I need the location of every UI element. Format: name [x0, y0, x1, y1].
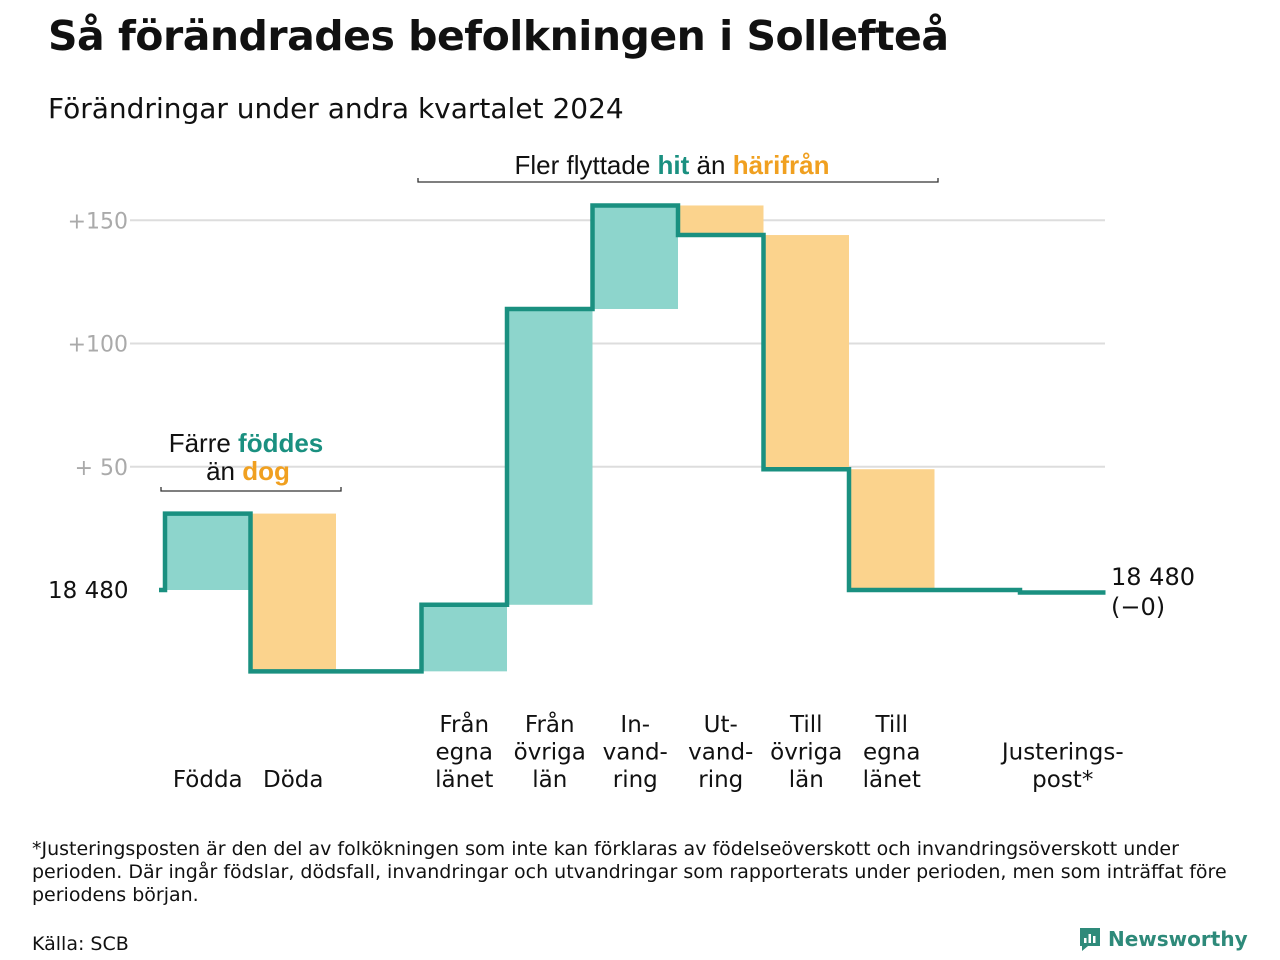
x-label-3-2: länet — [435, 767, 493, 793]
y-tick-label-2: +150 — [68, 209, 128, 234]
end-value-label-1: (−0) — [1111, 593, 1165, 621]
chart-subtitle: Förändringar under andra kvartalet 2024 — [48, 92, 624, 125]
chart-title: Så förändrades befolkningen i Sollefteå — [48, 12, 949, 60]
brand-name: Newsworthy — [1108, 927, 1248, 951]
y-tick-label-0: + 50 — [75, 456, 128, 481]
x-label-8-1: egna — [863, 740, 920, 766]
x-label-4-0: Från — [525, 710, 575, 738]
base-value-label: 18 480 — [48, 578, 128, 604]
x-label-8-0: Till — [874, 712, 908, 738]
moves-annotation-part-2: än — [689, 150, 732, 180]
x-label-4-1: övriga — [514, 740, 586, 766]
moves-bracket — [417, 178, 939, 183]
x-label-3-1: egna — [436, 740, 493, 766]
step-line — [159, 203, 1106, 674]
moves-annotation: Fler flyttade hit än härifrån — [514, 150, 829, 180]
newsworthy-logo-icon — [1080, 928, 1100, 951]
births-annotation-line1-part-0: Färre — [169, 428, 238, 458]
bar-3 — [421, 604, 507, 672]
x-label-4-2: län — [532, 767, 567, 793]
x-label-5-2: ring — [613, 767, 658, 793]
bar-0 — [165, 513, 251, 590]
footnote: *Justeringsposten är den del av folkökni… — [32, 838, 1227, 906]
x-label-7-2: län — [789, 767, 824, 793]
y-tick-label-1: +100 — [68, 333, 128, 358]
source-label: Källa: SCB — [32, 933, 129, 955]
moves-annotation-part-1: hit — [658, 150, 690, 180]
x-label-5-1: vand- — [603, 740, 668, 766]
x-label-3-0: Från — [439, 710, 489, 738]
bar-1 — [250, 513, 336, 672]
x-label-1-2: Döda — [263, 767, 323, 793]
births-annotation-line2: än dog — [206, 456, 290, 486]
births-annotation-line2-part-0: än — [206, 456, 242, 486]
bar-5 — [592, 205, 678, 309]
births-annotation-line2-part-1: dog — [242, 456, 290, 486]
bar-4 — [507, 308, 593, 605]
births-annotation-line1-part-1: föddes — [238, 428, 323, 458]
births-annotation-line1: Färre föddes — [169, 428, 324, 458]
moves-annotation-part-0: Fler flyttade — [514, 150, 657, 180]
x-label-5-0: In- — [620, 712, 650, 738]
end-value-label-0: 18 480 — [1111, 563, 1195, 591]
x-label-10-1: Justerings- — [1000, 740, 1124, 766]
x-label-6-1: vand- — [688, 740, 753, 766]
x-label-7-0: Till — [789, 712, 823, 738]
x-label-6-0: Ut- — [704, 712, 738, 738]
births-bracket — [160, 487, 342, 492]
bar-6 — [678, 205, 764, 236]
x-label-8-2: länet — [863, 767, 921, 793]
brand-logo[interactable]: Newsworthy — [1078, 926, 1248, 952]
x-label-0-2: Födda — [173, 767, 243, 793]
x-label-10-2: post* — [1032, 767, 1093, 793]
bar-7 — [763, 235, 849, 470]
bar-8 — [849, 469, 935, 590]
x-label-7-1: övriga — [770, 740, 842, 766]
moves-annotation-part-3: härifrån — [733, 150, 830, 180]
x-label-6-2: ring — [698, 767, 743, 793]
